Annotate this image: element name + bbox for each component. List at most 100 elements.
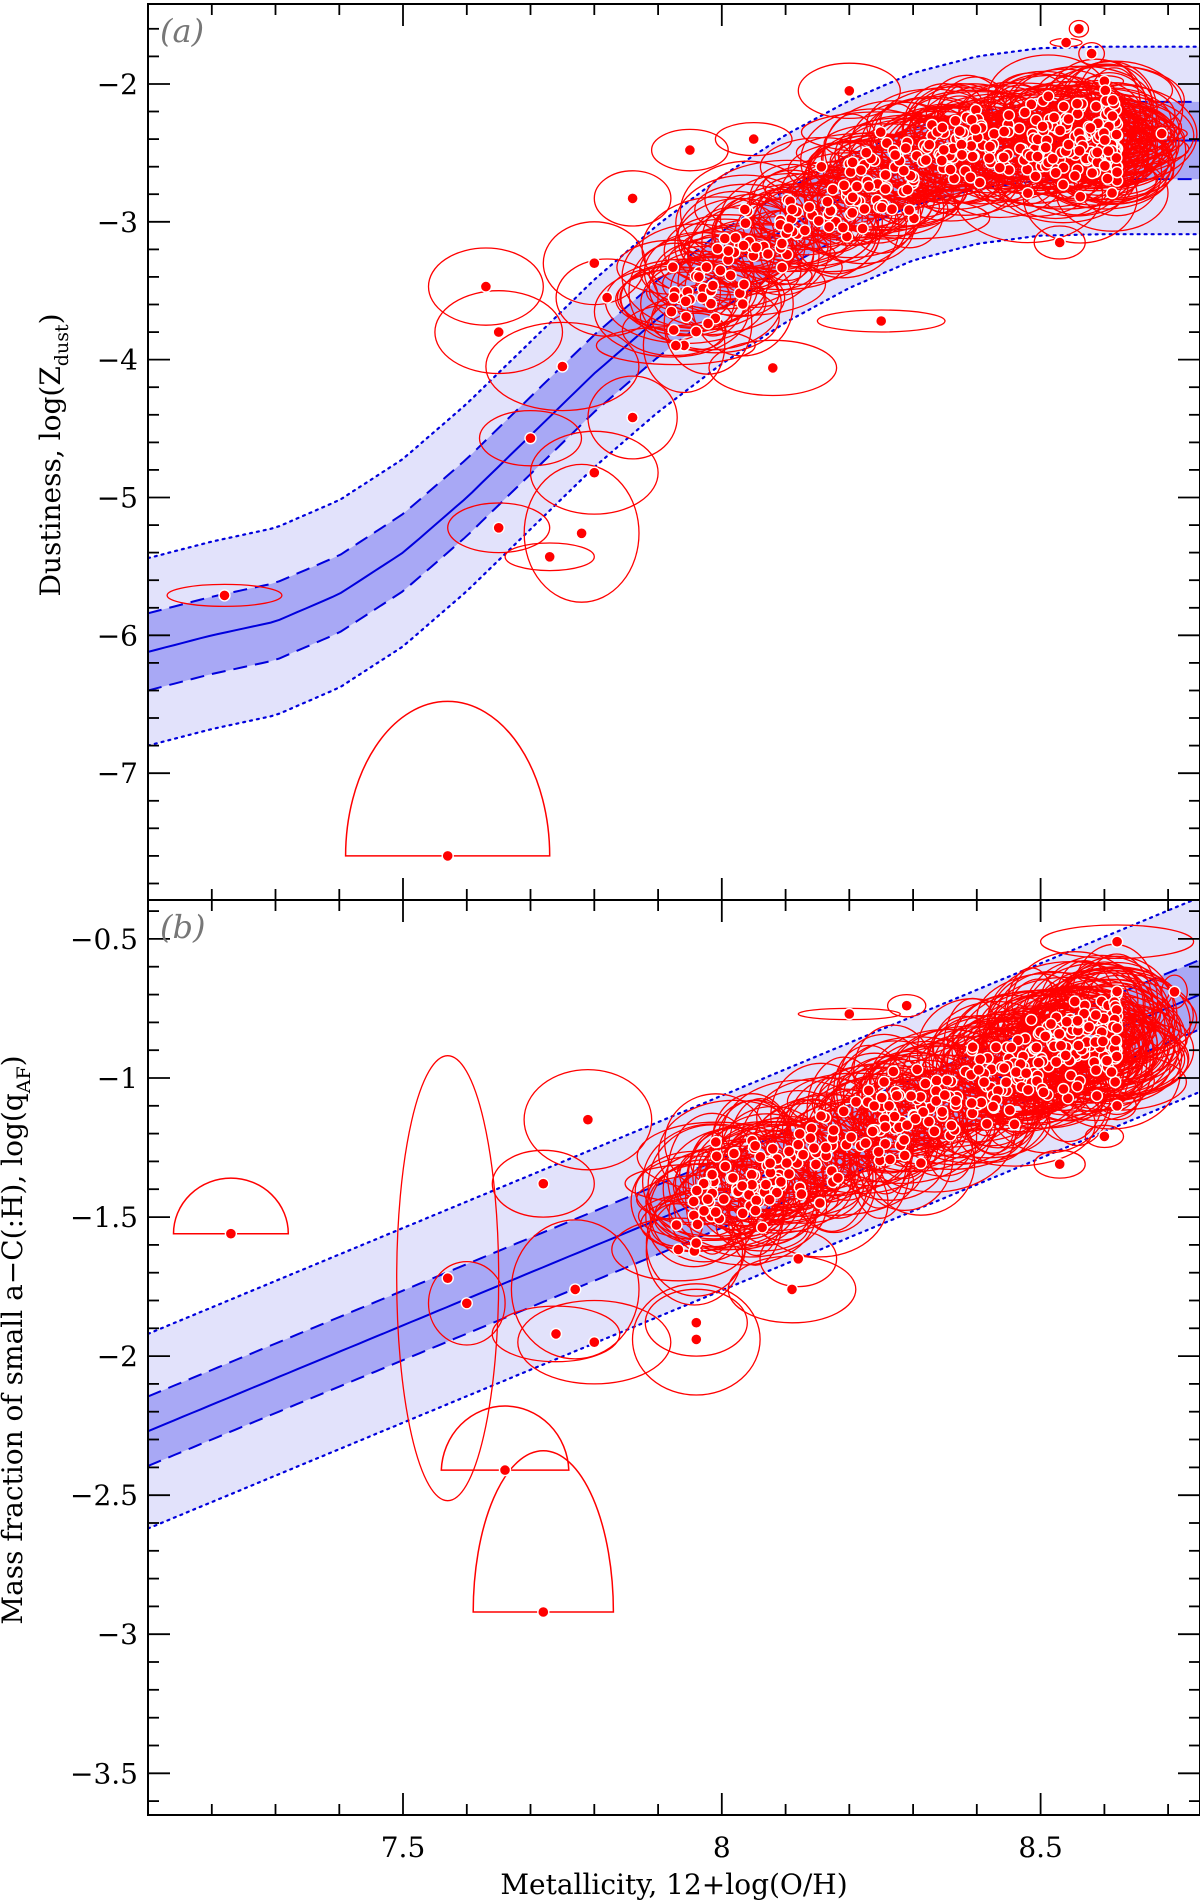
data-point [812, 214, 825, 228]
data-point [875, 1091, 888, 1104]
error-ellipse [706, 1113, 829, 1218]
data-point [1096, 1035, 1110, 1048]
data-point [814, 1109, 828, 1123]
data-point [965, 1096, 978, 1110]
data-point [903, 203, 916, 217]
data-point [837, 179, 851, 192]
data-point [1062, 138, 1075, 151]
data-point [524, 432, 537, 445]
data-point [1059, 1049, 1072, 1062]
error-ellipse [593, 170, 672, 227]
data-point [575, 527, 588, 540]
data-point [938, 1088, 951, 1102]
data-point [626, 411, 639, 424]
data-point [944, 163, 957, 176]
data-point [1100, 1054, 1114, 1067]
model-outer-upper-dotted-line [148, 900, 1197, 1335]
data-point [1037, 1086, 1050, 1099]
data-point [1089, 1063, 1103, 1077]
y-axis-title-subscript: dust [51, 324, 73, 366]
data-point [887, 1065, 900, 1078]
error-contour [440, 1405, 570, 1471]
data-point [945, 1119, 958, 1132]
error-ellipse [631, 1283, 761, 1396]
data-point [745, 1168, 758, 1181]
x-axis-title: Metallicity, 12+log(O/H) [500, 1868, 847, 1901]
y-tick-label: −4 [97, 344, 138, 377]
data-point [1044, 1017, 1058, 1031]
data-point [756, 1221, 769, 1234]
data-point [1110, 128, 1123, 141]
data-point [750, 1194, 763, 1207]
data-point [1021, 1083, 1035, 1097]
data-point [1091, 146, 1104, 159]
data-point [964, 171, 977, 184]
data-point [796, 1148, 810, 1161]
data-point [754, 1150, 767, 1164]
data-point [911, 1063, 924, 1076]
y-tick-label: −0.5 [70, 923, 138, 956]
data-point [983, 151, 996, 165]
data-point [761, 247, 775, 261]
data-point [856, 222, 869, 235]
data-point [679, 310, 693, 324]
data-point [709, 1205, 722, 1219]
data-point [1071, 1014, 1084, 1027]
y-tick-label: −6 [97, 619, 138, 652]
y-tick-label: −3 [97, 1618, 138, 1651]
data-point [1105, 186, 1119, 200]
data-point [1070, 97, 1084, 110]
x-tick-label: 8.5 [1018, 1831, 1063, 1864]
axis-ticks: −3.5 −3 −2.5 −2 −1.5 −1 −0.5 7.5 8 8.5 [70, 900, 1200, 1864]
data-point [692, 270, 706, 284]
data-point [1099, 84, 1112, 97]
data-point [897, 1133, 911, 1147]
data-point [846, 191, 859, 204]
data-point [1064, 1069, 1078, 1082]
data-point [843, 1007, 856, 1021]
data-point [795, 1187, 808, 1201]
data-point [844, 1130, 858, 1144]
data-point [815, 160, 828, 174]
data-point [679, 295, 692, 308]
data-point [1062, 112, 1075, 126]
data-point [1110, 1021, 1124, 1035]
y-tick-label: −1 [97, 1062, 138, 1095]
data-point [989, 1041, 1003, 1054]
error-ellipse [523, 463, 640, 603]
data-point [697, 1204, 711, 1218]
data-point [936, 1105, 949, 1119]
data-point [1025, 98, 1038, 111]
data-point [460, 1297, 473, 1310]
data-point [1098, 159, 1112, 173]
data-point [736, 1179, 749, 1193]
data-point [701, 317, 715, 330]
data-point [1047, 111, 1061, 124]
data-point [917, 1105, 930, 1119]
data-point [973, 176, 986, 189]
data-point [875, 314, 888, 328]
data-point [904, 1089, 918, 1103]
data-point [706, 279, 720, 292]
x-tick-label: 8 [713, 1831, 731, 1864]
error-ellipse [517, 1299, 672, 1385]
data-point [690, 1184, 703, 1197]
data-point [749, 1204, 762, 1217]
data-point [441, 1271, 454, 1285]
data-point [980, 1117, 994, 1131]
data-point [1155, 127, 1168, 140]
data-point [690, 325, 703, 338]
data-point [739, 216, 752, 230]
data-point [1053, 124, 1067, 137]
data-point [854, 163, 868, 177]
data-point [879, 1137, 892, 1151]
error-ellipse [427, 247, 544, 326]
data-point [759, 1178, 773, 1191]
error-ellipse [816, 309, 946, 333]
data-point [923, 138, 936, 151]
data-point [868, 1099, 881, 1113]
data-point [1084, 121, 1097, 135]
data-point [690, 1316, 703, 1329]
data-point [626, 192, 639, 205]
data-point [569, 1283, 582, 1296]
